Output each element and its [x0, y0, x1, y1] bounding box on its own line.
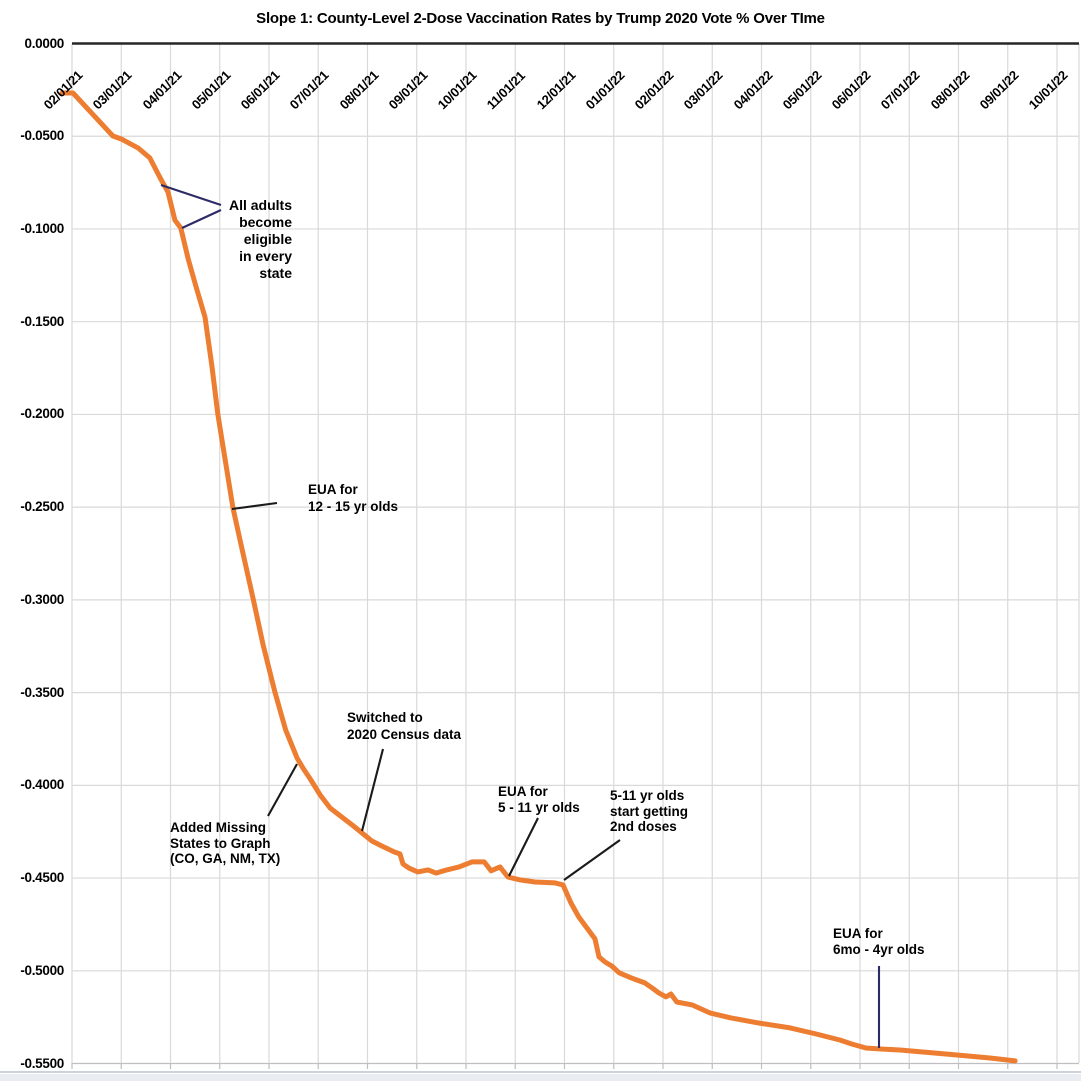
y-tick-label: -0.1000: [20, 220, 64, 236]
callout-line-added-missing-states: [267, 763, 298, 817]
y-tick-label: -0.3000: [20, 591, 64, 607]
callout-line-all-adults-eligible: [181, 209, 222, 229]
y-tick-label: -0.0500: [20, 128, 64, 144]
y-tick-label: -0.2500: [20, 499, 64, 515]
y-tick-label: 0.0000: [24, 35, 65, 51]
chart-title: Slope 1: County-Level 2-Dose Vaccination…: [256, 10, 825, 27]
bottom-window-edge: [0, 1074, 1081, 1081]
annotation-5-11-second-doses: 5-11 yr olds start getting 2nd doses: [610, 788, 689, 834]
callout-line-all-adults-eligible: [160, 184, 222, 206]
annotation-eua-6mo-4yr: EUA for 6mo - 4yr olds: [833, 926, 925, 957]
y-tick-label: -0.1500: [20, 313, 64, 329]
y-tick-label: -0.5500: [20, 1055, 64, 1071]
window-divider: [0, 1071, 1081, 1073]
annotation-added-missing-states: Added Missing States to Graph (CO, GA, N…: [170, 820, 281, 866]
y-tick-label: -0.3500: [20, 684, 64, 700]
y-tick-label: -0.4500: [20, 870, 64, 886]
callout-line-eua-5-11: [508, 817, 539, 877]
callout-line-switched-census: [360, 748, 385, 832]
callout-line-eua-12-15: [231, 501, 278, 511]
y-tick-label: -0.5000: [20, 962, 64, 978]
y-tick-label: -0.2000: [20, 406, 64, 422]
callout-line-5-11-second-doses: [563, 839, 621, 881]
annotation-eua-12-15: EUA for 12 - 15 yr olds: [308, 482, 399, 514]
annotation-switched-census: Switched to 2020 Census data: [347, 710, 462, 742]
y-tick-label: -0.4000: [20, 777, 64, 793]
data-line-slope-of-vaccination-rate-vs-trump-vote: [59, 90, 1018, 1064]
annotation-eua-5-11: EUA for 5 - 11 yr olds: [498, 784, 580, 815]
annotation-all-adults-eligible: All adults become eligible in every stat…: [228, 197, 292, 281]
